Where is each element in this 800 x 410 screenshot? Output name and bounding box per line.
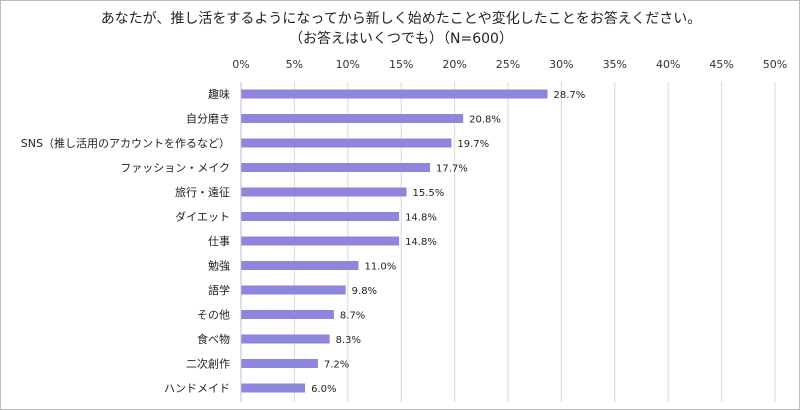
bar (241, 359, 318, 368)
bar (241, 383, 306, 393)
x-tick-label: 35% (603, 58, 627, 71)
value-label: 17.7% (436, 164, 468, 175)
value-label: 9.8% (352, 286, 377, 297)
value-label: 19.7% (457, 139, 489, 150)
category-label: 二次創作 (186, 357, 230, 371)
category-label: 趣味 (208, 87, 230, 101)
x-tick-label: 50% (763, 58, 787, 71)
x-tick-label: 5% (286, 58, 303, 71)
category-label: 語学 (208, 283, 230, 297)
value-label: 15.5% (413, 188, 445, 199)
bar (241, 187, 407, 197)
value-label: 8.3% (336, 335, 361, 346)
category-label: 食べ物 (197, 332, 230, 346)
chart-title-line-1: あなたが、推し活をするようになってから新しく始めたことや変化したことをお答えくだ… (100, 11, 702, 27)
category-label: ファッション・メイク (120, 162, 230, 175)
bar (241, 89, 548, 99)
value-label: 8.7% (340, 311, 365, 322)
category-label: ハンドメイド (164, 382, 230, 395)
value-label: 14.8% (405, 237, 437, 248)
x-tick-label: 15% (389, 58, 413, 71)
category-label: その他 (197, 309, 230, 322)
value-label: 14.8% (405, 213, 437, 224)
x-tick-label: 10% (336, 58, 360, 71)
bar (241, 163, 431, 172)
value-label: 20.8% (469, 115, 501, 126)
category-label: 勉強 (208, 259, 230, 273)
value-label: 7.2% (324, 360, 349, 371)
bar (241, 261, 359, 270)
x-tick-label: 0% (232, 58, 249, 71)
value-label: 28.7% (554, 90, 586, 101)
bar (241, 334, 330, 344)
category-label: ダイエット (175, 210, 230, 224)
x-tick-label: 40% (656, 58, 680, 71)
chart-title: あなたが、推し活をするようになってから新しく始めたことや変化したことをお答えくだ… (1, 9, 800, 49)
x-tick-label: 25% (496, 58, 520, 71)
category-label: 旅行・遠征 (175, 185, 230, 199)
bar (241, 212, 400, 221)
chart-title-line-2: （お答えはいくつでも）（N=600） (289, 31, 513, 47)
x-tick-label: 45% (709, 58, 733, 71)
value-label: 11.0% (364, 262, 396, 273)
category-label: 自分磨き (186, 113, 230, 126)
category-label: 仕事 (208, 235, 230, 248)
x-tick-label: 30% (549, 58, 573, 71)
bar (241, 138, 452, 148)
bar (241, 114, 464, 123)
value-label: 6.0% (311, 384, 336, 395)
bar (241, 236, 400, 246)
x-tick-label: 20% (442, 58, 466, 71)
bar (241, 285, 346, 295)
category-label: SNS（推し活用のアカウントを作るなど） (21, 136, 230, 150)
bar (241, 310, 334, 319)
